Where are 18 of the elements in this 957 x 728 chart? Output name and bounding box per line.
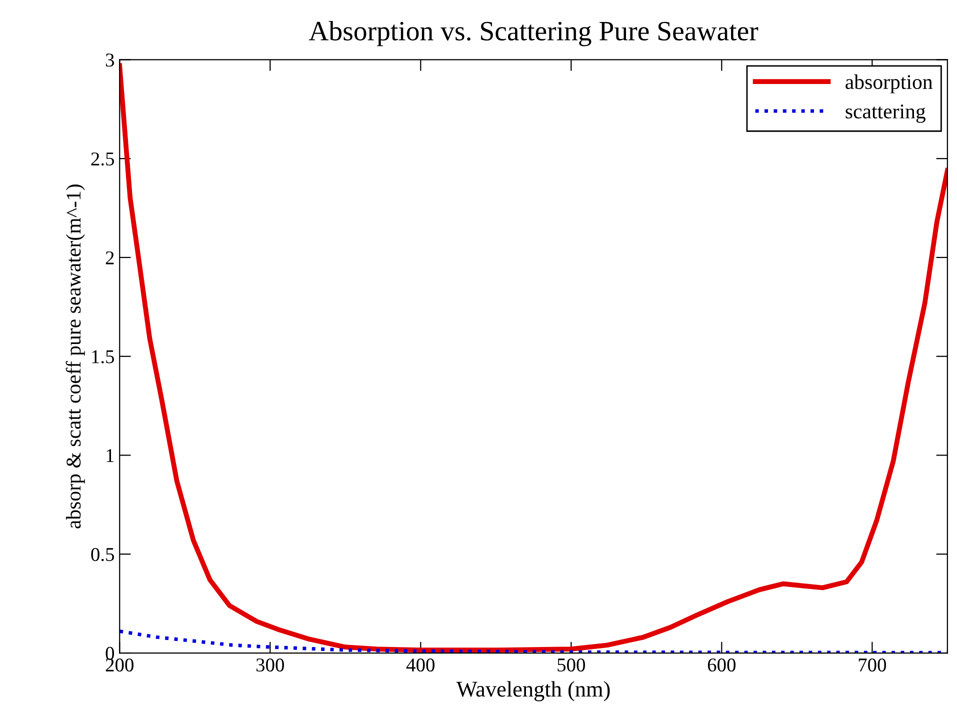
y-tick-label: 0 [106, 646, 114, 660]
legend-label: absorption [846, 74, 933, 94]
y-tick-label: 0.5 [91, 548, 114, 562]
x-tick-label: 200 [106, 658, 134, 672]
legend-label: scattering [846, 104, 926, 123]
x-tick-label: 400 [406, 658, 434, 672]
y-tick-label: 2 [106, 251, 114, 264]
x-tick-label: 300 [256, 658, 284, 672]
y-tick-label: 3 [106, 54, 114, 67]
x-tick-label: 600 [708, 658, 736, 672]
y-tick-label: 1.5 [92, 350, 114, 364]
y-axis-title: absorp & scatt coeff pure seawater(m^-1) [66, 184, 85, 528]
x-tick-label: 500 [558, 658, 585, 672]
x-axis-title: Wavelength (nm) [456, 681, 610, 702]
y-tick-label: 1 [106, 449, 114, 462]
chart-title: Absorption vs. Scattering Pure Seawater [308, 20, 758, 46]
y-tick-label: 2.5 [91, 152, 114, 166]
x-tick-label: 700 [858, 658, 886, 672]
